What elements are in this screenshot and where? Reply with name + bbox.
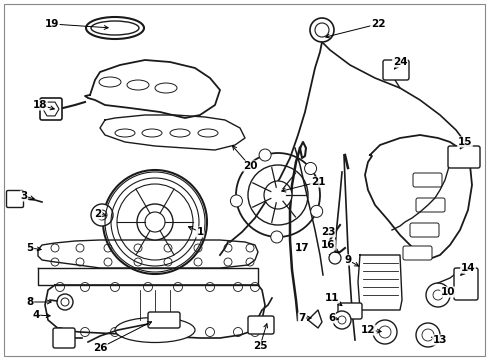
Text: 9: 9 <box>344 255 351 265</box>
Text: 3: 3 <box>20 191 27 201</box>
Text: 14: 14 <box>460 263 474 273</box>
FancyBboxPatch shape <box>382 60 408 80</box>
Text: 2: 2 <box>94 209 102 219</box>
Circle shape <box>236 153 319 237</box>
Ellipse shape <box>115 318 195 342</box>
Circle shape <box>415 323 439 347</box>
Circle shape <box>332 311 350 329</box>
Text: 26: 26 <box>93 343 107 353</box>
Text: 17: 17 <box>294 243 309 253</box>
Text: 6: 6 <box>328 313 335 323</box>
Circle shape <box>309 18 333 42</box>
Polygon shape <box>38 240 258 268</box>
Circle shape <box>310 205 322 217</box>
Text: 18: 18 <box>33 100 47 110</box>
Circle shape <box>247 165 307 225</box>
FancyBboxPatch shape <box>412 173 441 187</box>
Text: 4: 4 <box>32 310 40 320</box>
Circle shape <box>230 195 242 207</box>
Polygon shape <box>364 135 471 258</box>
Text: 22: 22 <box>370 19 385 29</box>
FancyBboxPatch shape <box>447 146 479 168</box>
Circle shape <box>372 320 396 344</box>
Text: 7: 7 <box>298 313 305 323</box>
Polygon shape <box>38 268 258 285</box>
Circle shape <box>425 283 449 307</box>
Text: 16: 16 <box>320 240 335 250</box>
Polygon shape <box>307 310 321 328</box>
Text: 1: 1 <box>196 227 203 237</box>
Circle shape <box>264 181 291 209</box>
Polygon shape <box>100 115 244 150</box>
FancyBboxPatch shape <box>247 316 273 334</box>
Text: 5: 5 <box>26 243 34 253</box>
Circle shape <box>57 294 73 310</box>
Text: 10: 10 <box>440 287 454 297</box>
FancyBboxPatch shape <box>402 246 431 260</box>
Text: 8: 8 <box>26 297 34 307</box>
FancyBboxPatch shape <box>415 198 444 212</box>
FancyBboxPatch shape <box>53 328 75 348</box>
FancyBboxPatch shape <box>40 98 62 120</box>
Circle shape <box>304 162 316 175</box>
Text: 21: 21 <box>310 177 325 187</box>
FancyBboxPatch shape <box>337 303 361 319</box>
Text: 24: 24 <box>392 57 407 67</box>
FancyBboxPatch shape <box>6 190 23 207</box>
Polygon shape <box>85 60 220 118</box>
Polygon shape <box>45 285 264 338</box>
Text: 11: 11 <box>324 293 339 303</box>
Circle shape <box>137 204 173 240</box>
Text: 25: 25 <box>252 341 267 351</box>
Text: 23: 23 <box>320 227 335 237</box>
Circle shape <box>270 231 282 243</box>
Circle shape <box>259 149 270 161</box>
FancyBboxPatch shape <box>453 268 477 300</box>
Circle shape <box>328 252 340 264</box>
FancyBboxPatch shape <box>409 223 438 237</box>
Text: 13: 13 <box>432 335 447 345</box>
Text: 12: 12 <box>360 325 374 335</box>
Circle shape <box>103 170 206 274</box>
Text: 19: 19 <box>45 19 59 29</box>
Text: 20: 20 <box>242 161 257 171</box>
Polygon shape <box>357 255 401 310</box>
FancyBboxPatch shape <box>148 312 180 328</box>
Circle shape <box>91 204 113 226</box>
Text: 15: 15 <box>457 137 471 147</box>
